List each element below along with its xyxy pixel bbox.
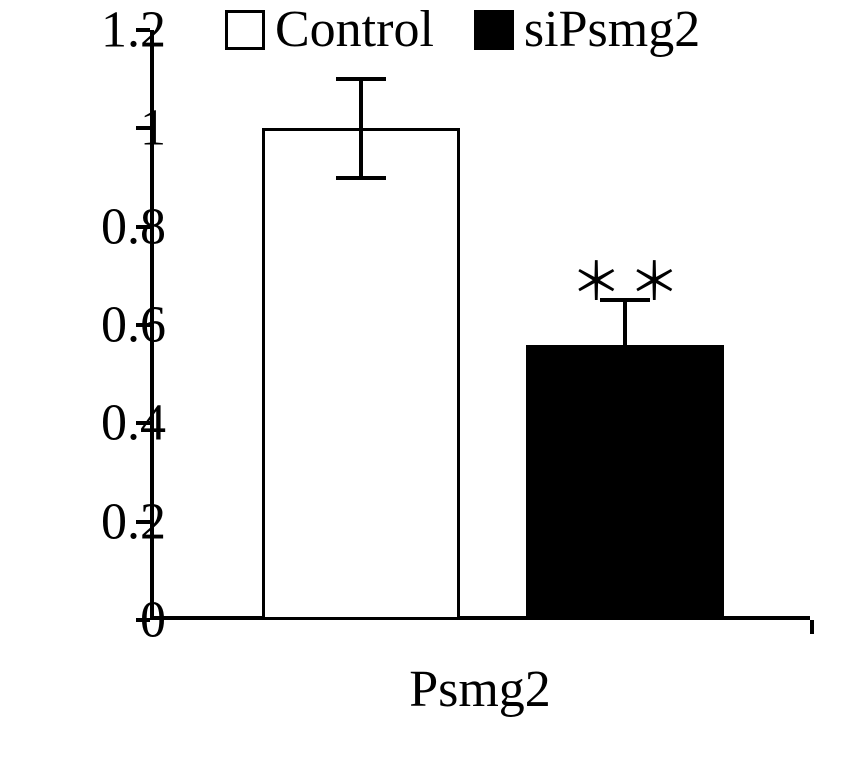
- significance-marker: ＊＊: [570, 240, 686, 315]
- y-tick-label: 0.2: [101, 492, 166, 551]
- x-axis-end-tick: [810, 620, 814, 634]
- sipsmg2-bar: [526, 345, 724, 620]
- y-tick-label: 1: [140, 99, 166, 158]
- error-bar-lower-stem: [359, 128, 363, 177]
- y-tick-label: 0: [140, 591, 166, 650]
- error-bar-upper-cap: [336, 77, 386, 81]
- y-tick-label: 0.4: [101, 394, 166, 453]
- y-tick-label: 0.8: [101, 197, 166, 256]
- plot-area: ＊＊: [150, 30, 810, 620]
- bar-chart: Control siPsmg2 ＊＊ Psmg2: [0, 0, 846, 765]
- error-bar-upper-stem: [359, 79, 363, 128]
- x-category-label: Psmg2: [150, 660, 810, 719]
- control-bar: [262, 128, 460, 620]
- y-tick-label: 0.6: [101, 296, 166, 355]
- y-tick-label: 1.2: [101, 1, 166, 60]
- error-bar-lower-cap: [336, 176, 386, 180]
